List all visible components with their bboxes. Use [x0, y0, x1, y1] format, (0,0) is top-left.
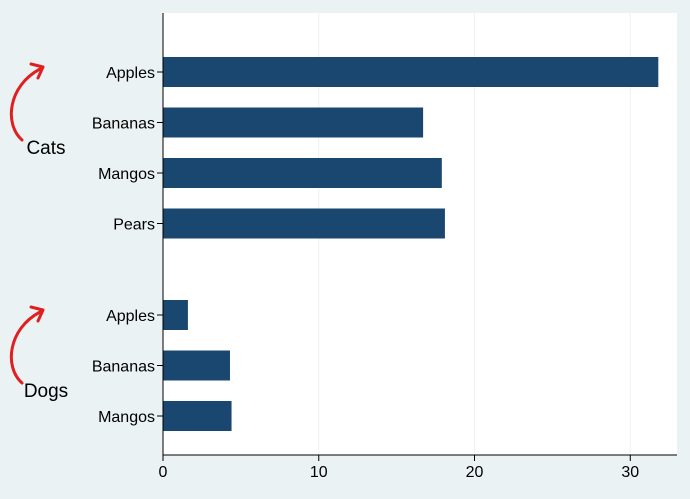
annotation-arrow-icon: [9, 310, 42, 385]
category-label: Apples: [106, 308, 155, 325]
bar-cats-mangos: [163, 158, 442, 188]
group-label-cats: Cats: [26, 138, 65, 159]
bar-cats-apples: [163, 57, 659, 87]
category-label: Mangos: [98, 166, 155, 183]
bar-dogs-apples: [163, 300, 188, 330]
x-tick-label: 10: [310, 464, 328, 481]
bars: [163, 57, 659, 431]
x-tick-label: 20: [466, 464, 484, 481]
group-label-dogs: Dogs: [24, 381, 68, 402]
category-label: Apples: [106, 65, 155, 82]
category-label: Bananas: [92, 116, 155, 133]
bar-dogs-bananas: [163, 350, 230, 381]
category-label: Pears: [113, 217, 155, 234]
annotation-arrowhead-icon: [29, 305, 45, 323]
bar-cats-pears: [163, 208, 445, 239]
category-label: Bananas: [92, 359, 155, 376]
category-label: Mangos: [98, 409, 155, 426]
x-axis-ticks: 0 10 20 30: [159, 455, 639, 481]
bar-dogs-mangos: [163, 401, 232, 431]
annotation-arrow-icon: [9, 67, 42, 142]
x-tick-label: 0: [159, 464, 168, 481]
category-labels: Apples Bananas Mangos Pears Apples Bananas Man…: [92, 65, 163, 426]
bar-cats-bananas: [163, 107, 424, 138]
x-tick-label: 30: [621, 464, 639, 481]
group-annotations: Cats Dogs: [9, 62, 68, 402]
annotation-arrowhead-icon: [29, 62, 45, 80]
